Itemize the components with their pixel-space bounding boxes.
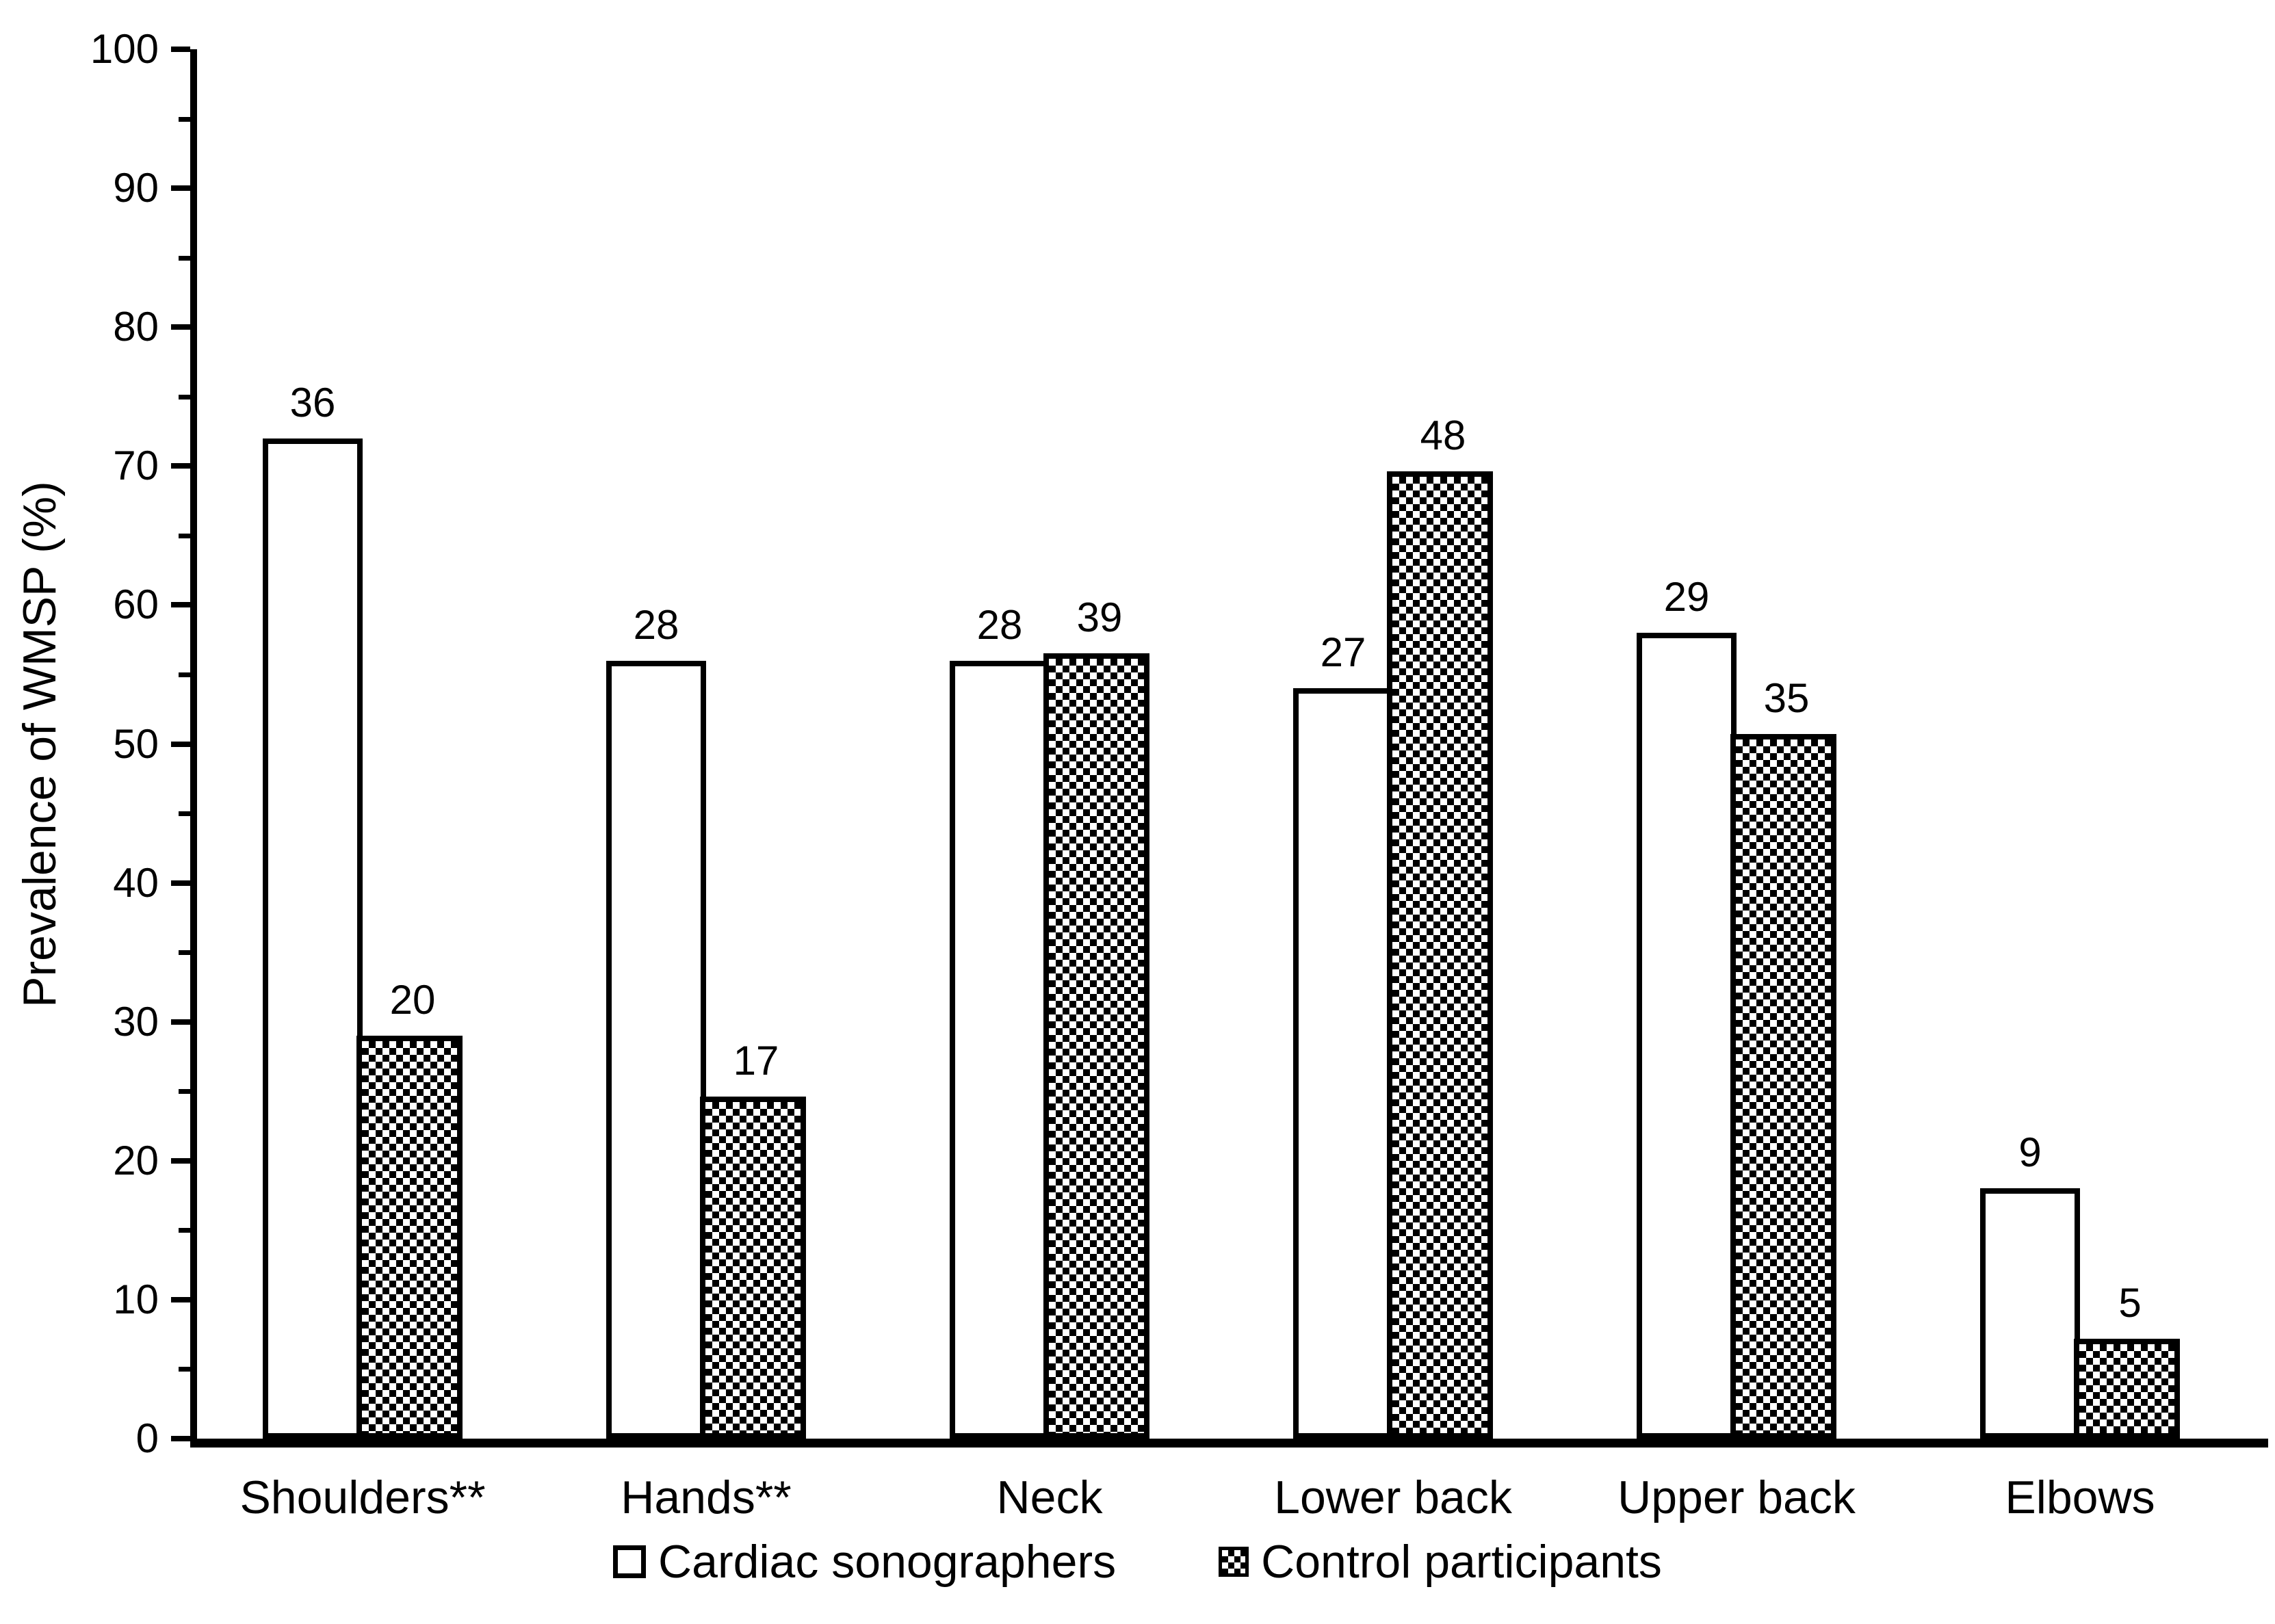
bar-label-cardiac-sonographers-neck: 28 xyxy=(976,602,1023,648)
bar-label-control-participants-upper-back: 35 xyxy=(1763,675,1810,721)
y-major-tick-20 xyxy=(171,1157,190,1164)
legend-label-cardiac-sonographers: Cardiac sonographers xyxy=(658,1536,1117,1588)
legend-entry-control-participants: Control participants xyxy=(1219,1535,1662,1588)
y-major-tick-30 xyxy=(171,1019,190,1025)
bar-label-control-participants-shoulders: 20 xyxy=(389,977,436,1023)
bar-control-participants-shoulders xyxy=(356,1036,463,1439)
y-minor-tick-55 xyxy=(179,672,190,677)
bar-label-cardiac-sonographers-hands: 28 xyxy=(633,602,679,648)
y-tick-label-100: 100 xyxy=(90,26,159,72)
bar-control-participants-upper-back xyxy=(1730,734,1836,1439)
bar-label-cardiac-sonographers-elbows: 9 xyxy=(2018,1129,2042,1175)
x-category-label-elbows: Elbows xyxy=(2005,1471,2155,1523)
legend-label-control-participants: Control participants xyxy=(1261,1536,1662,1588)
y-major-tick-40 xyxy=(171,880,190,886)
y-major-tick-90 xyxy=(171,185,190,192)
y-tick-label-0: 0 xyxy=(135,1415,159,1461)
y-major-tick-70 xyxy=(171,463,190,469)
y-tick-label-40: 40 xyxy=(113,859,159,906)
bar-cardiac-sonographers-elbows xyxy=(1980,1188,2080,1439)
y-minor-tick-95 xyxy=(179,116,190,122)
y-major-tick-0 xyxy=(171,1436,190,1441)
x-category-label-hands: Hands** xyxy=(621,1471,792,1523)
x-category-label-shoulders: Shoulders** xyxy=(239,1471,486,1523)
bar-cardiac-sonographers-neck xyxy=(950,661,1050,1439)
y-major-tick-100 xyxy=(171,47,190,52)
y-minor-tick-35 xyxy=(179,950,190,956)
plot-area: 0 10 20 30 40 50 60 70 80 90 100 36 20 Shoulders** 28 1… xyxy=(90,29,2268,1521)
bar-control-participants-hands xyxy=(700,1097,806,1439)
bar-label-control-participants-elbows: 5 xyxy=(2118,1280,2142,1326)
y-major-tick-60 xyxy=(171,602,190,608)
y-tick-label-60: 60 xyxy=(113,581,159,628)
bar-label-cardiac-sonographers-shoulders: 36 xyxy=(289,380,336,425)
bar-label-control-participants-neck: 39 xyxy=(1076,594,1123,640)
y-minor-tick-65 xyxy=(179,533,190,538)
bar-label-control-participants-hands: 17 xyxy=(733,1038,779,1084)
bar-cardiac-sonographers-lower-back xyxy=(1293,688,1393,1439)
x-category-label-upper-back: Upper back xyxy=(1617,1471,1856,1523)
legend: Cardiac sonographers Control participant… xyxy=(0,1535,2275,1588)
bar-label-control-participants-lower-back: 48 xyxy=(1420,412,1466,458)
legend-marker-checkered-square-icon xyxy=(1219,1547,1249,1577)
x-axis-line xyxy=(190,1439,2268,1448)
bar-cardiac-sonographers-hands xyxy=(606,661,706,1439)
bar-cardiac-sonographers-upper-back xyxy=(1637,633,1737,1439)
y-tick-label-70: 70 xyxy=(113,443,159,489)
y-axis-title: Prevalence of WMSP (%) xyxy=(14,481,66,1008)
bar-control-participants-neck xyxy=(1043,653,1149,1439)
y-major-tick-10 xyxy=(171,1296,190,1302)
y-minor-tick-25 xyxy=(179,1089,190,1095)
bar-cardiac-sonographers-shoulders xyxy=(263,438,363,1439)
y-axis-line xyxy=(190,49,197,1448)
bar-label-cardiac-sonographers-upper-back: 29 xyxy=(1663,574,1710,620)
y-minor-tick-5 xyxy=(179,1367,190,1372)
y-tick-label-30: 30 xyxy=(113,998,159,1045)
bar-control-participants-lower-back xyxy=(1387,471,1493,1439)
legend-marker-white-square-icon xyxy=(613,1545,647,1578)
y-minor-tick-75 xyxy=(179,394,190,400)
x-category-label-lower-back: Lower back xyxy=(1274,1471,1512,1523)
y-minor-tick-45 xyxy=(179,811,190,817)
x-category-label-neck: Neck xyxy=(996,1471,1103,1523)
y-minor-tick-15 xyxy=(179,1228,190,1233)
y-major-tick-80 xyxy=(171,324,190,330)
y-tick-label-80: 80 xyxy=(113,304,159,350)
y-tick-label-20: 20 xyxy=(113,1137,159,1183)
legend-entry-cardiac-sonographers: Cardiac sonographers xyxy=(613,1535,1116,1588)
bar-label-cardiac-sonographers-lower-back: 27 xyxy=(1320,629,1366,675)
y-tick-label-90: 90 xyxy=(113,165,159,211)
bar-control-participants-elbows xyxy=(2074,1339,2180,1439)
y-tick-label-50: 50 xyxy=(113,720,159,767)
y-minor-tick-85 xyxy=(179,255,190,261)
y-tick-label-10: 10 xyxy=(113,1276,159,1322)
y-major-tick-50 xyxy=(171,741,190,747)
